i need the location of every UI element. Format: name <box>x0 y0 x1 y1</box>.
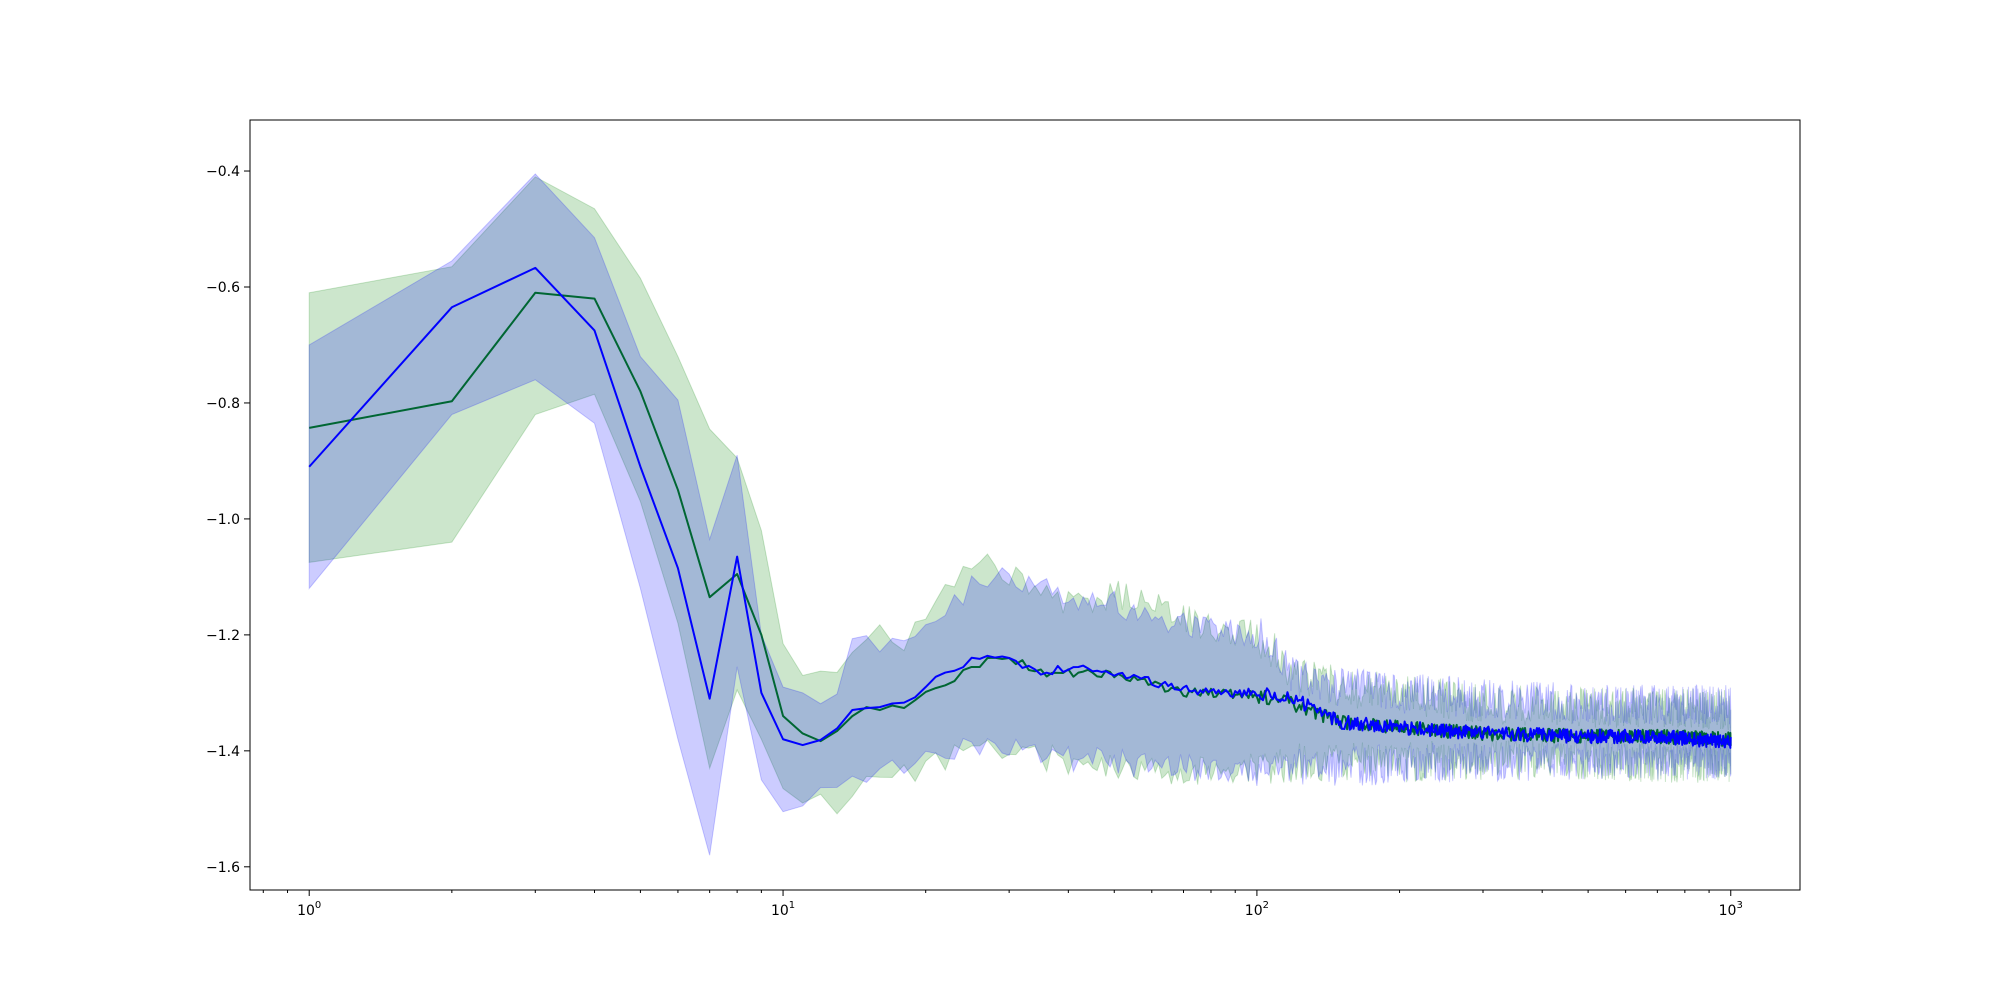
y-tick-label-1: −0.6 <box>206 280 240 296</box>
series-1-band <box>308 173 1732 856</box>
x-axis: 100 101 102 103 <box>262 890 1743 919</box>
series-0-band <box>308 176 1732 815</box>
y-axis: −0.4 −0.6 −0.8 −1.0 −1.2 −1.4 −1.6 <box>206 164 250 876</box>
series-1-line <box>308 266 1732 749</box>
y-tick-label-6: −1.6 <box>206 860 240 876</box>
y-tick-label-4: −1.2 <box>206 628 240 644</box>
y-tick-label-5: −1.4 <box>206 744 240 760</box>
y-tick-label-3: −1.0 <box>206 512 240 528</box>
axes-frame <box>249 119 1801 891</box>
y-tick-label-2: −0.8 <box>206 396 240 412</box>
plot-area <box>308 173 1732 856</box>
y-tick-label-0: −0.4 <box>206 164 240 180</box>
